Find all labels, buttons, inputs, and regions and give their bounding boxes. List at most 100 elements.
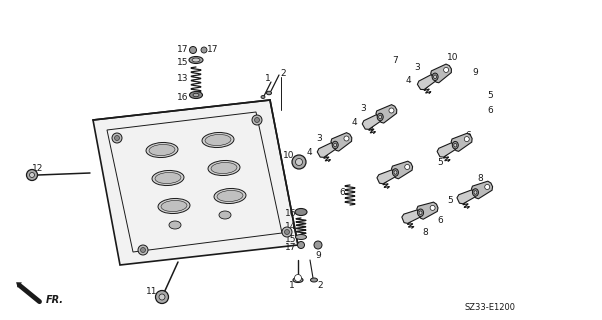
- Polygon shape: [457, 188, 482, 204]
- Text: 14: 14: [285, 221, 297, 230]
- Ellipse shape: [217, 190, 243, 202]
- Ellipse shape: [189, 57, 203, 63]
- Ellipse shape: [393, 169, 399, 176]
- Ellipse shape: [211, 163, 237, 173]
- Text: 5: 5: [437, 157, 443, 166]
- Ellipse shape: [432, 73, 438, 81]
- Text: 8: 8: [477, 173, 483, 182]
- Polygon shape: [16, 282, 22, 287]
- Polygon shape: [376, 105, 397, 123]
- Circle shape: [393, 170, 398, 175]
- Ellipse shape: [296, 235, 306, 239]
- Ellipse shape: [433, 75, 436, 79]
- Circle shape: [190, 46, 196, 53]
- Ellipse shape: [190, 92, 202, 99]
- Text: 8: 8: [422, 228, 428, 236]
- Text: 6: 6: [487, 106, 493, 115]
- Text: SZ33-E1200: SZ33-E1200: [465, 303, 515, 313]
- Circle shape: [292, 155, 306, 169]
- Ellipse shape: [152, 171, 184, 186]
- Circle shape: [155, 291, 169, 303]
- Circle shape: [485, 184, 489, 189]
- Text: 4: 4: [405, 76, 411, 84]
- Circle shape: [405, 164, 410, 170]
- Circle shape: [473, 190, 478, 195]
- Ellipse shape: [146, 142, 178, 157]
- Ellipse shape: [311, 278, 317, 282]
- Circle shape: [255, 117, 259, 123]
- Text: 1: 1: [265, 74, 271, 83]
- Circle shape: [282, 227, 292, 237]
- Circle shape: [433, 74, 438, 79]
- Text: 5: 5: [487, 91, 493, 100]
- Polygon shape: [437, 140, 462, 157]
- Text: 16: 16: [177, 92, 189, 101]
- Ellipse shape: [155, 172, 181, 184]
- Circle shape: [444, 68, 448, 72]
- Ellipse shape: [169, 221, 181, 229]
- Text: 5: 5: [447, 196, 453, 204]
- Circle shape: [389, 108, 394, 113]
- Text: 9: 9: [315, 251, 321, 260]
- Text: 4: 4: [306, 148, 312, 156]
- Ellipse shape: [419, 211, 422, 214]
- Text: 16: 16: [285, 209, 297, 218]
- Text: 2: 2: [317, 282, 323, 291]
- Polygon shape: [391, 161, 412, 179]
- Ellipse shape: [394, 171, 397, 174]
- Circle shape: [430, 205, 435, 210]
- Ellipse shape: [192, 58, 200, 62]
- Ellipse shape: [454, 143, 457, 147]
- Ellipse shape: [295, 209, 307, 215]
- Text: FR.: FR.: [46, 295, 63, 305]
- Polygon shape: [417, 72, 442, 90]
- Ellipse shape: [452, 141, 458, 149]
- Ellipse shape: [158, 198, 190, 213]
- Ellipse shape: [334, 143, 337, 147]
- Polygon shape: [417, 202, 438, 219]
- Circle shape: [377, 115, 383, 119]
- Circle shape: [112, 133, 122, 143]
- Circle shape: [344, 136, 349, 141]
- Circle shape: [296, 158, 302, 165]
- Circle shape: [294, 275, 302, 282]
- Text: 11: 11: [146, 286, 158, 295]
- Text: 1: 1: [289, 282, 295, 291]
- Text: 6: 6: [465, 131, 471, 140]
- Polygon shape: [471, 181, 492, 199]
- Ellipse shape: [149, 144, 175, 156]
- Ellipse shape: [379, 115, 382, 119]
- Circle shape: [159, 294, 165, 300]
- Ellipse shape: [293, 277, 303, 283]
- Circle shape: [314, 241, 322, 249]
- Polygon shape: [331, 133, 352, 151]
- Text: 10: 10: [447, 52, 459, 61]
- Ellipse shape: [193, 93, 199, 97]
- Text: 2: 2: [280, 68, 286, 77]
- Circle shape: [140, 247, 146, 252]
- Circle shape: [453, 143, 458, 148]
- Text: 9: 9: [472, 68, 478, 76]
- Polygon shape: [451, 133, 472, 151]
- Text: 3: 3: [316, 133, 322, 142]
- Text: 13: 13: [177, 74, 189, 83]
- Text: 17: 17: [207, 44, 219, 53]
- Polygon shape: [362, 112, 387, 129]
- Text: 7: 7: [392, 55, 398, 65]
- Circle shape: [297, 242, 305, 249]
- Circle shape: [29, 172, 34, 178]
- Circle shape: [114, 135, 120, 140]
- Circle shape: [26, 170, 37, 180]
- Circle shape: [285, 229, 290, 235]
- Ellipse shape: [418, 209, 424, 217]
- Text: 15: 15: [177, 58, 189, 67]
- Polygon shape: [431, 64, 452, 83]
- Text: 3: 3: [414, 62, 420, 71]
- Circle shape: [138, 245, 148, 255]
- Text: 7: 7: [323, 150, 329, 159]
- Text: 3: 3: [360, 103, 366, 113]
- Text: 6: 6: [339, 188, 345, 196]
- Ellipse shape: [261, 95, 265, 99]
- Text: 10: 10: [284, 150, 295, 159]
- Ellipse shape: [219, 211, 231, 219]
